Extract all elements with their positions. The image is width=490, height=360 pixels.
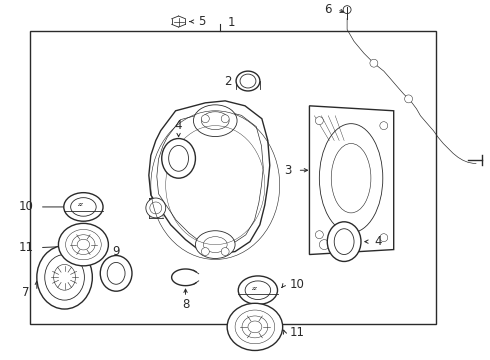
Circle shape	[201, 248, 209, 256]
Ellipse shape	[58, 223, 108, 266]
Circle shape	[370, 59, 378, 67]
Text: 7: 7	[23, 286, 30, 299]
Text: 10: 10	[19, 201, 34, 213]
Ellipse shape	[100, 256, 132, 291]
Text: 6: 6	[324, 3, 331, 16]
Circle shape	[380, 234, 388, 242]
Ellipse shape	[236, 71, 260, 91]
Ellipse shape	[37, 246, 92, 309]
Circle shape	[380, 122, 388, 130]
Text: 1: 1	[228, 16, 236, 29]
Text: 2: 2	[224, 75, 232, 87]
Polygon shape	[149, 101, 270, 255]
Text: zz: zz	[76, 202, 82, 207]
Circle shape	[316, 117, 323, 125]
Text: 8: 8	[182, 298, 189, 311]
Text: 3: 3	[284, 164, 292, 177]
Text: 9: 9	[112, 245, 120, 258]
Circle shape	[221, 248, 229, 256]
Ellipse shape	[146, 198, 166, 218]
Ellipse shape	[64, 193, 103, 221]
Polygon shape	[310, 106, 393, 255]
Circle shape	[221, 115, 229, 123]
Ellipse shape	[196, 231, 235, 258]
Circle shape	[405, 95, 413, 103]
Text: 11: 11	[290, 326, 305, 339]
Text: 4: 4	[175, 119, 182, 132]
Circle shape	[201, 115, 209, 123]
Text: zz: zz	[251, 286, 257, 291]
Ellipse shape	[327, 222, 361, 261]
Text: 11: 11	[19, 241, 34, 254]
Bar	[30, 31, 436, 324]
Circle shape	[319, 240, 329, 249]
Text: 5: 5	[198, 15, 206, 28]
Text: 4: 4	[375, 235, 382, 248]
Ellipse shape	[194, 105, 237, 136]
Ellipse shape	[162, 139, 196, 178]
Text: 10: 10	[290, 278, 304, 291]
Circle shape	[316, 231, 323, 239]
Ellipse shape	[238, 276, 277, 305]
Ellipse shape	[227, 303, 283, 351]
